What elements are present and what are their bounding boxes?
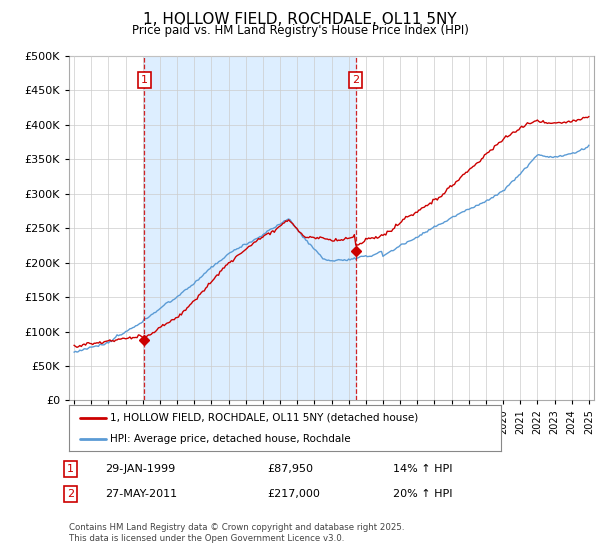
Text: Contains HM Land Registry data © Crown copyright and database right 2025.
This d: Contains HM Land Registry data © Crown c…	[69, 524, 404, 543]
Text: 2: 2	[352, 75, 359, 85]
Text: 1: 1	[140, 75, 148, 85]
Text: 1, HOLLOW FIELD, ROCHDALE, OL11 5NY: 1, HOLLOW FIELD, ROCHDALE, OL11 5NY	[143, 12, 457, 27]
Text: 29-JAN-1999: 29-JAN-1999	[105, 464, 175, 474]
Text: 14% ↑ HPI: 14% ↑ HPI	[393, 464, 452, 474]
Text: £87,950: £87,950	[267, 464, 313, 474]
Text: £217,000: £217,000	[267, 489, 320, 499]
Text: 27-MAY-2011: 27-MAY-2011	[105, 489, 177, 499]
Bar	[144, 56, 356, 400]
Text: HPI: Average price, detached house, Rochdale: HPI: Average price, detached house, Roch…	[110, 434, 350, 444]
Text: Price paid vs. HM Land Registry's House Price Index (HPI): Price paid vs. HM Land Registry's House …	[131, 24, 469, 36]
Text: 20% ↑ HPI: 20% ↑ HPI	[393, 489, 452, 499]
Text: 1, HOLLOW FIELD, ROCHDALE, OL11 5NY (detached house): 1, HOLLOW FIELD, ROCHDALE, OL11 5NY (det…	[110, 413, 418, 423]
Text: 2: 2	[67, 489, 74, 499]
Text: 1: 1	[67, 464, 74, 474]
